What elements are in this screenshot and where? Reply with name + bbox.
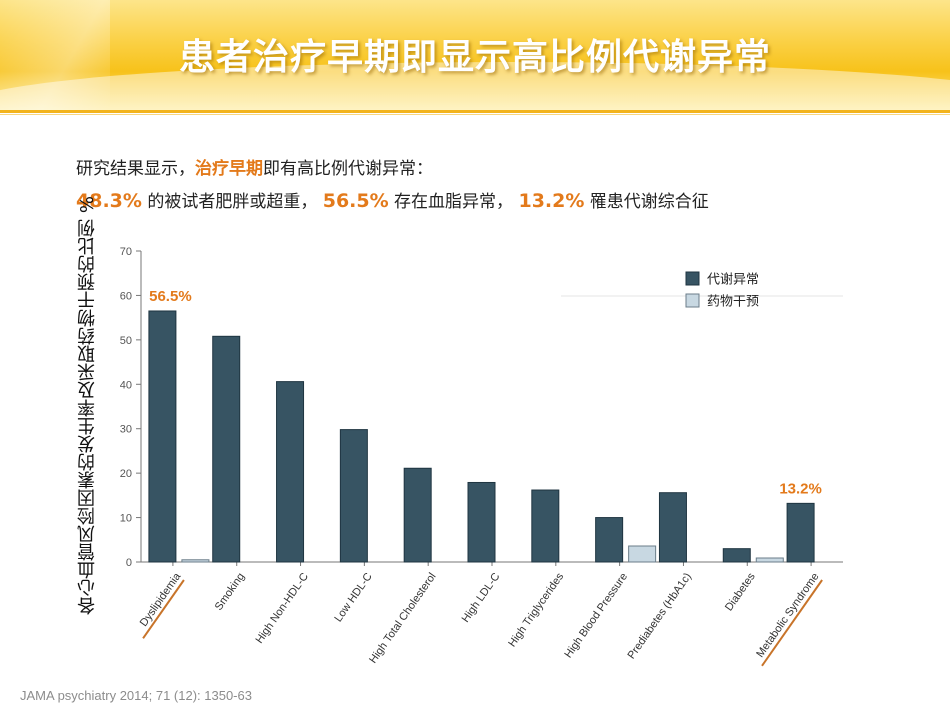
bar-metabolic bbox=[467, 481, 496, 563]
stat-metabolic-text: 罹患代谢综合征 bbox=[584, 192, 709, 212]
source-citation: JAMA psychiatry 2014; 71 (12): 1350-63 bbox=[20, 688, 252, 703]
x-tick-label: Prediabetes (HbA1c) bbox=[626, 571, 694, 662]
label-underline bbox=[142, 579, 185, 639]
title-divider-light bbox=[0, 114, 950, 115]
label-underline bbox=[761, 579, 823, 667]
x-tick-label: Diabetes bbox=[723, 570, 758, 613]
stat-metabolic-value: 13.2% bbox=[518, 190, 585, 212]
stat-obesity-value: 48.3% bbox=[76, 190, 142, 212]
bar-intervention bbox=[181, 559, 210, 563]
legend-swatch bbox=[685, 271, 700, 286]
y-tick-label: 10 bbox=[120, 513, 132, 525]
y-tick-label: 50 bbox=[120, 335, 132, 347]
bar-metabolic bbox=[148, 310, 177, 563]
legend-label: 药物干预 bbox=[707, 295, 759, 310]
intro-highlight: 治疗早期 bbox=[195, 159, 263, 179]
x-tick-label: Dyslipidemia bbox=[138, 570, 184, 629]
intro-suffix: 即有高比例代谢异常： bbox=[263, 159, 433, 179]
y-tick-label: 20 bbox=[120, 468, 132, 480]
data-label: 56.5% bbox=[149, 288, 192, 305]
bar-metabolic bbox=[339, 429, 368, 563]
bar-metabolic bbox=[786, 502, 815, 563]
banner-decoration bbox=[0, 0, 110, 110]
stat-obesity-text: 的被试者肥胖或超重， bbox=[141, 192, 318, 212]
intro-prefix: 研究结果显示， bbox=[76, 159, 195, 179]
data-label: 13.2% bbox=[779, 480, 822, 497]
y-tick-label: 40 bbox=[120, 379, 132, 391]
x-tick-label: High Total Cholesterol bbox=[367, 571, 438, 666]
x-tick-label: Low HDL-C bbox=[332, 571, 374, 624]
bar-metabolic bbox=[276, 381, 305, 563]
bar-metabolic bbox=[212, 335, 241, 563]
x-tick-label: Metabolic Syndrome bbox=[754, 571, 821, 660]
x-tick-label: High Non-HDL-C bbox=[253, 571, 311, 646]
page-title: 患者治疗早期即显示高比例代谢异常 bbox=[178, 37, 771, 78]
intro-text: 研究结果显示，治疗早期即有高比例代谢异常： 48.3% 的被试者肥胖或超重， 5… bbox=[76, 155, 936, 216]
bar-intervention bbox=[755, 557, 784, 563]
title-banner bbox=[0, 0, 950, 110]
bar-intervention bbox=[628, 545, 657, 563]
intro-line-2: 48.3% 的被试者肥胖或超重， 56.5% 存在血脂异常， 13.2% 罹患代… bbox=[76, 187, 936, 216]
y-tick-label: 70 bbox=[120, 246, 132, 258]
bar-metabolic bbox=[658, 492, 687, 563]
stat-dyslipidemia-text: 存在血脂异常， bbox=[388, 192, 514, 212]
bar-metabolic bbox=[722, 548, 751, 563]
legend-swatch bbox=[685, 293, 700, 308]
bar-metabolic bbox=[403, 467, 432, 563]
x-tick-label: High Blood Pressure bbox=[562, 571, 630, 661]
bar-metabolic bbox=[531, 489, 560, 563]
x-tick-label: Smoking bbox=[213, 571, 247, 613]
title-divider bbox=[0, 110, 950, 113]
x-tick-label: High LDL-C bbox=[460, 571, 503, 625]
legend-label: 代谢异常 bbox=[707, 272, 759, 288]
stat-dyslipidemia-value: 56.5% bbox=[322, 190, 389, 212]
intro-line-1: 研究结果显示，治疗早期即有高比例代谢异常： bbox=[76, 155, 936, 183]
x-tick-label: High Triglycerides bbox=[506, 570, 566, 649]
y-tick-label: 30 bbox=[120, 424, 132, 436]
y-tick-label: 0 bbox=[126, 557, 132, 569]
y-tick-label: 60 bbox=[120, 290, 132, 302]
bar-metabolic bbox=[595, 517, 624, 563]
